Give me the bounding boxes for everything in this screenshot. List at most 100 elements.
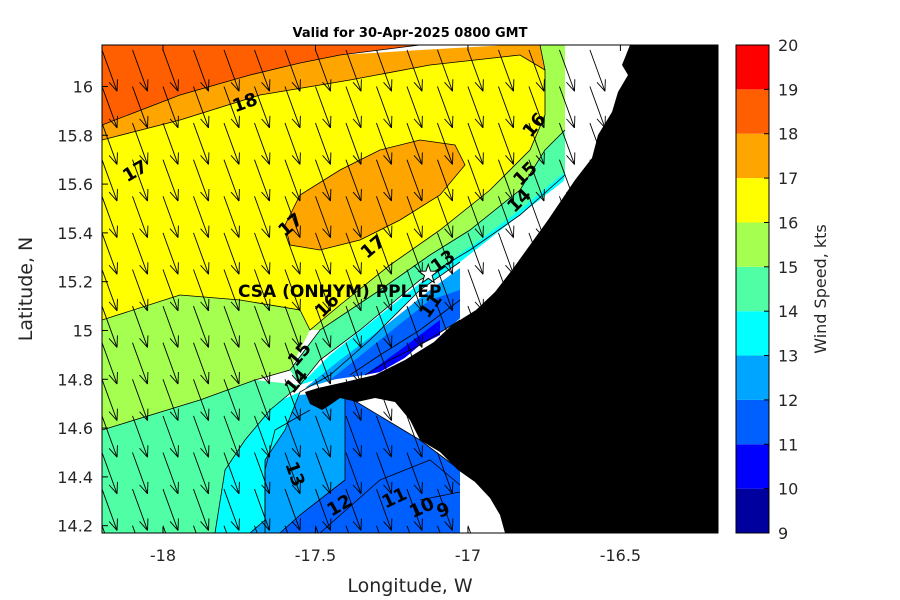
wind-arrow bbox=[223, 86, 240, 129]
wind-arrow bbox=[162, 452, 179, 495]
wind-arrow bbox=[315, 342, 332, 385]
chart-title: Valid for 30-Apr-2025 0800 GMT bbox=[293, 26, 528, 41]
band-17-18-pocket bbox=[285, 140, 465, 250]
wind-arrow bbox=[162, 305, 179, 348]
wind-arrow bbox=[162, 232, 179, 275]
y-tick-label: 16 bbox=[73, 77, 93, 96]
wind-arrow bbox=[254, 49, 271, 92]
wind-arrow bbox=[406, 86, 423, 129]
wind-arrow bbox=[254, 196, 271, 238]
wind-arrow bbox=[406, 379, 423, 421]
wind-arrow bbox=[406, 415, 423, 458]
wind-arrow bbox=[406, 269, 423, 312]
wind-arrow bbox=[284, 452, 301, 495]
wind-arrow bbox=[437, 86, 454, 129]
wind-arrow bbox=[315, 122, 332, 165]
wind-arrow bbox=[467, 49, 484, 92]
wind-arrow bbox=[132, 488, 149, 531]
wind-arrow bbox=[223, 122, 240, 165]
wind-arrow bbox=[132, 452, 149, 495]
wind-arrow bbox=[284, 232, 301, 275]
wind-arrow bbox=[467, 196, 484, 238]
wind-arrow bbox=[437, 159, 454, 202]
nodata-strip-upper bbox=[565, 45, 615, 175]
wind-arrow bbox=[437, 452, 454, 495]
wind-arrow bbox=[376, 342, 393, 385]
wind-arrow bbox=[376, 305, 393, 348]
wind-arrow bbox=[193, 452, 210, 495]
colorbar-tick-label: 17 bbox=[778, 169, 798, 188]
wind-arrow bbox=[284, 305, 301, 348]
wind-arrow bbox=[437, 379, 454, 421]
wind-arrow bbox=[102, 415, 118, 458]
wind-arrow bbox=[223, 196, 240, 238]
band-11-12-north bbox=[330, 290, 460, 380]
colorbar-segment bbox=[736, 89, 769, 134]
colorbar-tick-label: 16 bbox=[778, 213, 798, 232]
wind-arrow bbox=[376, 232, 393, 275]
colorbar-segment bbox=[736, 444, 769, 489]
wind-arrow bbox=[254, 342, 271, 385]
wind-arrow bbox=[193, 342, 210, 385]
wind-arrow bbox=[223, 159, 240, 202]
wind-arrow bbox=[376, 415, 393, 458]
wind-arrow bbox=[528, 49, 545, 92]
wind-arrow bbox=[193, 196, 210, 238]
wind-arrow bbox=[376, 49, 393, 92]
wind-arrow bbox=[467, 86, 484, 129]
wind-arrow bbox=[376, 488, 393, 531]
wind-arrow bbox=[284, 342, 301, 385]
wind-arrow bbox=[254, 452, 271, 495]
wind-arrow bbox=[559, 86, 576, 129]
wind-arrow bbox=[193, 379, 210, 421]
y-tick-label: 15.4 bbox=[57, 224, 93, 243]
wind-arrow bbox=[589, 159, 606, 202]
wind-arrow bbox=[102, 232, 118, 275]
wind-arrow bbox=[467, 269, 484, 312]
colorbar-tick-label: 19 bbox=[778, 80, 798, 99]
wind-arrow bbox=[102, 452, 118, 495]
wind-arrow bbox=[376, 159, 393, 202]
wind-arrow bbox=[498, 49, 515, 92]
wind-arrow bbox=[162, 196, 179, 238]
colorbar-tick-label: 15 bbox=[778, 258, 798, 277]
wind-arrow bbox=[284, 49, 301, 92]
nodata-strip-middle bbox=[460, 175, 565, 300]
wind-arrow bbox=[345, 86, 362, 129]
band-14-15-south bbox=[102, 380, 300, 533]
wind-arrow bbox=[315, 488, 332, 531]
colorbar-tick-label: 14 bbox=[778, 302, 798, 321]
wind-arrow bbox=[284, 86, 301, 129]
wind-arrow bbox=[467, 305, 484, 348]
wind-arrow bbox=[102, 379, 118, 421]
colorbar-segment bbox=[736, 133, 769, 179]
wind-arrow bbox=[498, 86, 515, 129]
wind-arrow bbox=[254, 122, 271, 165]
wind-arrow bbox=[132, 305, 149, 348]
colorbar-segment bbox=[736, 355, 769, 400]
colorbar-segment bbox=[736, 45, 769, 90]
wind-arrow bbox=[132, 196, 149, 238]
wind-arrow bbox=[315, 86, 332, 129]
colorbar-tick-label: 10 bbox=[778, 480, 798, 499]
wind-arrow bbox=[528, 159, 545, 202]
wind-arrow bbox=[345, 305, 362, 348]
wind-arrow bbox=[498, 196, 515, 238]
wind-arrow bbox=[132, 159, 149, 202]
band-15-16-west bbox=[102, 295, 310, 430]
wind-arrow bbox=[467, 122, 484, 165]
y-tick-label: 15.8 bbox=[57, 126, 93, 145]
colorbar-tick-label: 18 bbox=[778, 125, 798, 144]
wind-arrow bbox=[254, 379, 271, 421]
y-axis-label: Latitude, N bbox=[15, 237, 37, 342]
band-13-14-south bbox=[210, 392, 300, 533]
wind-arrow bbox=[406, 122, 423, 165]
wind-arrow bbox=[376, 86, 393, 129]
band-14-15-north bbox=[290, 130, 565, 385]
wind-arrow bbox=[102, 488, 118, 531]
wind-arrow bbox=[284, 159, 301, 202]
wind-arrow bbox=[254, 488, 271, 531]
wind-arrow bbox=[315, 196, 332, 238]
land-mass bbox=[305, 45, 718, 533]
wind-arrow bbox=[102, 122, 118, 165]
